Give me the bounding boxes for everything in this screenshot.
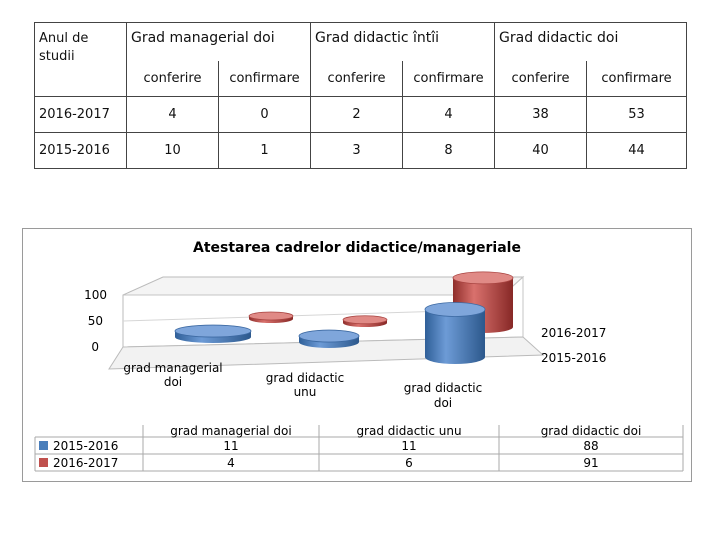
category-label-didactic-unu: grad didactic unu	[266, 371, 345, 399]
data-table-value: 6	[405, 456, 413, 470]
table-row: 2016-2017 4 0 2 4 38 53	[34, 96, 688, 133]
chart-canvas: Atestarea cadrelor didactice/manageriale…	[34, 240, 684, 472]
table-cell: 4	[402, 96, 496, 133]
data-table-header: grad managerial doi	[170, 424, 291, 438]
statistics-table: Anul de studii Grad managerial doi Grad …	[34, 22, 688, 169]
data-table-header: grad didactic unu	[356, 424, 461, 438]
table-cell: 40	[494, 132, 588, 169]
table-cell: 1	[217, 132, 312, 169]
sub-header: conferire	[310, 60, 404, 97]
bar-2015-2016-0	[174, 324, 252, 343]
data-table-value: 91	[583, 456, 598, 470]
table-cell: 44	[586, 132, 688, 169]
table-row: 2015-2016 10 1 3 8 40 44	[34, 132, 688, 169]
table-cell: 2	[310, 96, 404, 133]
bar-top	[298, 329, 360, 343]
group-header-managerial: Grad managerial doi	[125, 22, 312, 61]
group-header-didactic-2: Grad didactic doi	[494, 22, 688, 61]
table-cell: 8	[402, 132, 496, 169]
sub-header: confirmare	[586, 60, 688, 97]
bar-2015-2016-2	[424, 302, 486, 364]
table-cell: 4	[126, 96, 219, 133]
y-tick-label: 0	[91, 340, 99, 354]
table-cell: 38	[494, 96, 588, 133]
chart-area: Atestarea cadrelor didactice/manageriale…	[22, 228, 692, 482]
sub-header: conferire	[126, 60, 219, 97]
bar-top	[174, 324, 252, 338]
chart-title: Atestarea cadrelor didactice/manageriale	[193, 240, 521, 256]
table-cell: 3	[310, 132, 404, 169]
chart-data-table: grad managerial doi grad didactic unu gr…	[34, 424, 684, 472]
data-table-value: 4	[227, 456, 235, 470]
y-axis: 100 50 0	[84, 288, 107, 354]
sub-header: conferire	[494, 60, 588, 97]
table-cell: 53	[586, 96, 688, 133]
data-table-value: 88	[583, 439, 598, 453]
bar-body	[425, 309, 485, 364]
legend-label-2015-2016: 2015-2016	[53, 439, 118, 453]
series-depth-label-2015-2016: 2015-2016	[541, 351, 606, 365]
bars-group	[174, 271, 514, 364]
legend-key-2015-2016	[39, 441, 48, 450]
y-tick-label: 50	[88, 314, 103, 328]
legend-label-2016-2017: 2016-2017	[53, 456, 118, 470]
category-label-didactic-doi: grad didactic doi	[404, 381, 483, 410]
y-tick-label: 100	[84, 288, 107, 302]
bar-2016-2017-1	[342, 315, 388, 327]
category-labels: grad managerial doi grad didactic unu grad…	[123, 361, 482, 410]
bar-top	[424, 302, 486, 317]
bar-2015-2016-1	[298, 329, 360, 348]
data-table-value: 11	[401, 439, 416, 453]
table-cell: 0	[217, 96, 312, 133]
bar-top	[452, 271, 514, 285]
table-cell: 10	[126, 132, 219, 169]
data-table-header: grad didactic doi	[541, 424, 642, 438]
legend-key-2016-2017	[39, 458, 48, 467]
category-label-managerial: grad managerial doi	[123, 361, 222, 389]
data-table-value: 11	[223, 439, 238, 453]
group-header-didactic-1: Grad didactic întîi	[310, 22, 496, 61]
bar-top	[248, 311, 294, 321]
sub-header: confirmare	[402, 60, 496, 97]
bar-2016-2017-0	[248, 311, 294, 323]
row-year: 2016-2017	[34, 96, 127, 133]
row-year: 2015-2016	[34, 132, 127, 169]
series-depth-label-2016-2017: 2016-2017	[541, 326, 606, 340]
year-header: Anul de studii	[34, 22, 127, 97]
sub-header: confirmare	[217, 60, 312, 97]
bar-top	[342, 315, 388, 325]
